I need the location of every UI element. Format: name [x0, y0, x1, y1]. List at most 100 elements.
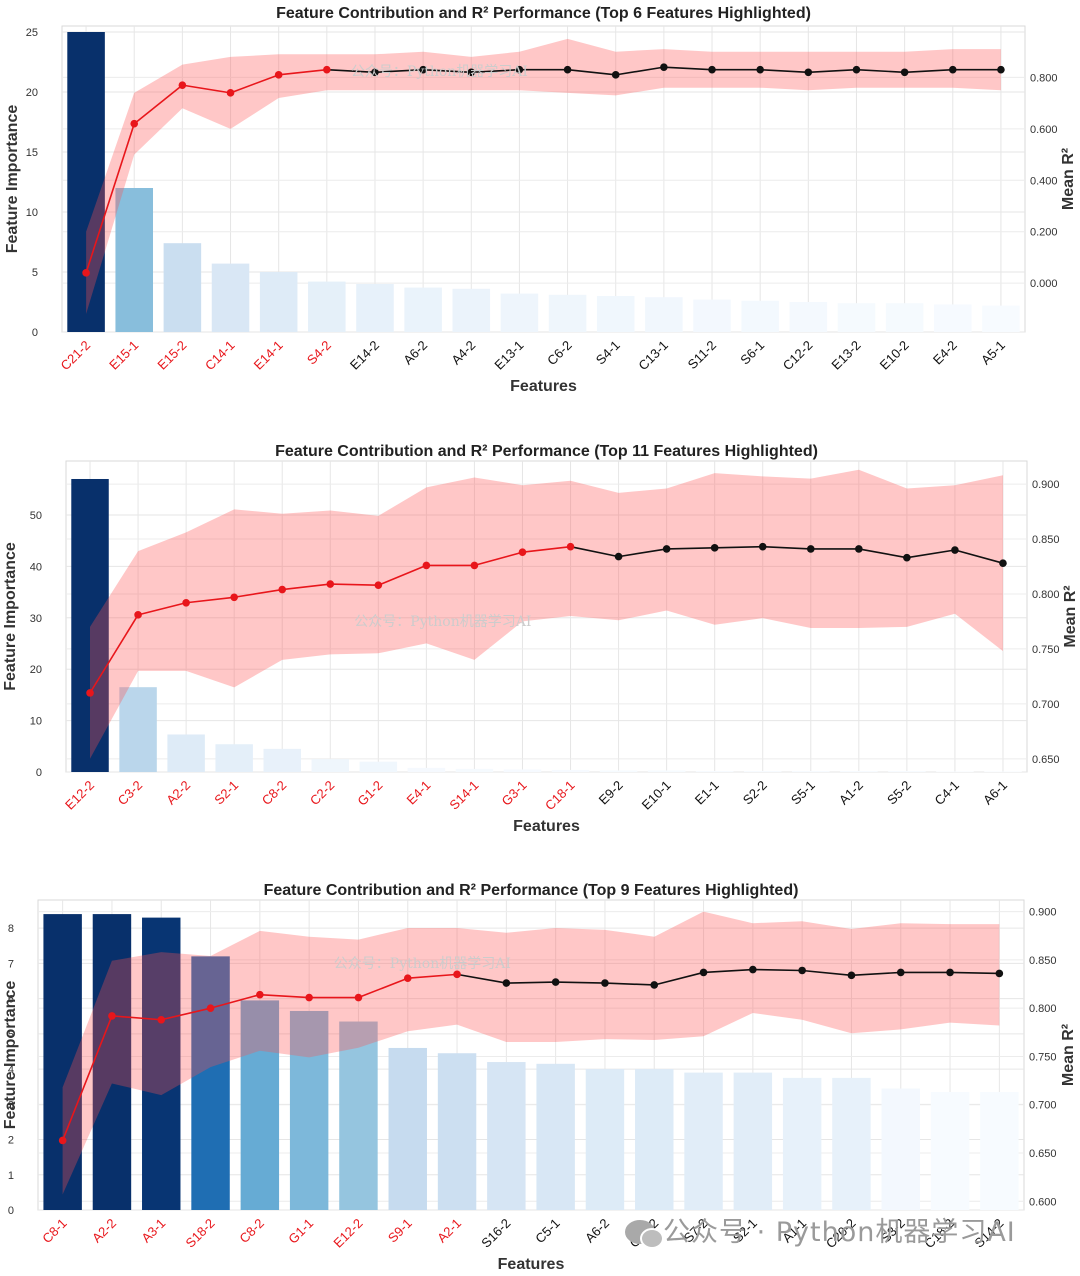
- r2-segment: [161, 1007, 211, 1021]
- r2-segment: [407, 973, 458, 980]
- r2-confidence-band: [90, 469, 1003, 759]
- y2-tick-label: 0.400: [1030, 175, 1058, 187]
- x-tick-E4-1: E4-1: [403, 778, 433, 808]
- r2-line: [58, 965, 1004, 1145]
- r2-point-A3-1: [157, 1015, 166, 1024]
- y2-tick-label: 0.850: [1032, 534, 1060, 546]
- y2-tick-label: 0.600: [1030, 124, 1058, 136]
- y-tick-label: 0: [36, 767, 42, 779]
- x-tick-E13-2: E13-2: [828, 338, 863, 373]
- y-axis-ticks: 0 10 20 30 40 50: [30, 510, 42, 779]
- r2-point-S5-2: [903, 553, 911, 562]
- x-axis-label: Features: [510, 378, 577, 395]
- bar-S5-1: [792, 770, 830, 772]
- y2-tick-label: 0.800: [1032, 589, 1060, 601]
- bar-C20-2: [832, 1077, 871, 1210]
- x-tick-E13-1: E13-1: [491, 338, 526, 373]
- y2-tick-label: 0.650: [1029, 1148, 1057, 1160]
- y-axis-label: Feature Importance: [4, 105, 21, 254]
- r2-segment: [85, 123, 135, 274]
- x-tick-E9-2: E9-2: [596, 778, 626, 808]
- bar-S7-2: [684, 1072, 723, 1210]
- r2-point-A1-2: [855, 545, 863, 553]
- r2-point-C2-2: [326, 580, 335, 588]
- r2-point-E1-1: [710, 544, 719, 552]
- r2-point-E13-1: [515, 65, 524, 74]
- r2-point-A2-2: [182, 598, 190, 607]
- watermark-text: 公众号：Python机器学习AI: [354, 614, 531, 630]
- bar-E4-2: [933, 304, 972, 332]
- bar-S2-1: [733, 1072, 773, 1210]
- x-axis-label: Features: [498, 1256, 565, 1273]
- bar-S2-2: [743, 770, 782, 772]
- r2-segment: [330, 583, 379, 586]
- r2-segment: [506, 981, 556, 984]
- r2-segment: [950, 971, 1000, 975]
- r2-segment: [522, 545, 571, 554]
- bar-E9-2: [599, 770, 638, 772]
- x-tick-C8-2: C8-2: [259, 778, 290, 809]
- y-axis-label: Feature Importance: [2, 542, 19, 691]
- r2-point-A2-1: [453, 970, 461, 979]
- y2-tick-label: 0.750: [1029, 1051, 1057, 1063]
- r2-segment: [851, 971, 901, 977]
- bar-C14-1: [211, 263, 250, 332]
- r2-segment: [282, 583, 331, 591]
- bar-E1-1: [695, 770, 734, 772]
- bar-A6-1: [984, 771, 1022, 772]
- bar-E12-2: [71, 478, 109, 772]
- r2-segment: [760, 68, 809, 74]
- r2-point-A1-1: [798, 966, 806, 975]
- r2-point-E4-1: [422, 561, 431, 570]
- x-tick-S2-1: S2-1: [211, 778, 241, 808]
- y2-tick-label: 0.900: [1032, 479, 1060, 491]
- y-tick-label: 7: [8, 958, 14, 970]
- y-tick-label: 50: [30, 510, 42, 522]
- r2-point-S7-2: [699, 968, 708, 977]
- y-tick-label: 20: [26, 87, 38, 99]
- r2-point-S4-2: [323, 65, 331, 74]
- x-tick-C8-2: C8-2: [236, 1216, 267, 1247]
- y-tick-label: 25: [26, 27, 38, 39]
- y-tick-label: 4: [8, 1064, 14, 1076]
- r2-point-E4-2: [948, 65, 957, 74]
- bar-E4-1: [407, 767, 446, 772]
- r2-segment: [906, 549, 956, 559]
- r2-segment: [234, 588, 283, 599]
- r2-segment: [663, 66, 713, 71]
- r2-point-C4-1: [951, 546, 959, 554]
- x-tick-E1-1: E1-1: [692, 778, 722, 808]
- bar-A2-1: [437, 1053, 477, 1210]
- r2-segment: [133, 84, 183, 125]
- y-tick-label: 2: [8, 1135, 14, 1147]
- bar-S14-2: [980, 1091, 1019, 1210]
- bar-E10-2: [885, 303, 924, 332]
- x-tick-A3-1: A3-1: [138, 1216, 168, 1246]
- r2-segment: [61, 1015, 113, 1141]
- r2-segment: [259, 993, 310, 999]
- y-axis-label: Feature Importance: [2, 981, 19, 1130]
- x-axis-label: Features: [513, 818, 580, 835]
- r2-point-E10-2: [900, 68, 909, 77]
- r2-segment: [423, 68, 472, 74]
- y2-axis-label: Mean R²: [1062, 585, 1079, 647]
- bar-E13-2: [837, 303, 876, 332]
- x-tick-C14-1: C14-1: [202, 338, 238, 374]
- x-tick-C2-2: C2-2: [307, 778, 338, 809]
- r2-segment: [714, 545, 763, 549]
- y2-axis-label: Mean R²: [1060, 148, 1077, 210]
- r2-point-S18-2: [206, 1004, 215, 1012]
- y-tick-label: 0: [8, 1205, 14, 1217]
- y2-tick-label: 0.800: [1030, 72, 1058, 84]
- x-tick-S2-2: S2-2: [740, 778, 770, 808]
- r2-point-E15-2: [178, 81, 187, 89]
- r2-segment: [604, 982, 655, 986]
- bar-S18-2: [191, 956, 230, 1210]
- y2-axis-ticks: 0.600 0.650 0.700 0.750 0.800 0.850 0.900: [1029, 907, 1057, 1209]
- chart-title: Feature Contribution and R² Performance …: [276, 5, 811, 22]
- x-tick-E4-2: E4-2: [930, 338, 960, 368]
- y2-axis-label: Mean R²: [1060, 1024, 1077, 1086]
- x-tick-C8-1: C8-1: [39, 1216, 70, 1247]
- r2-segment: [137, 601, 187, 616]
- bar-C3-2: [119, 687, 157, 772]
